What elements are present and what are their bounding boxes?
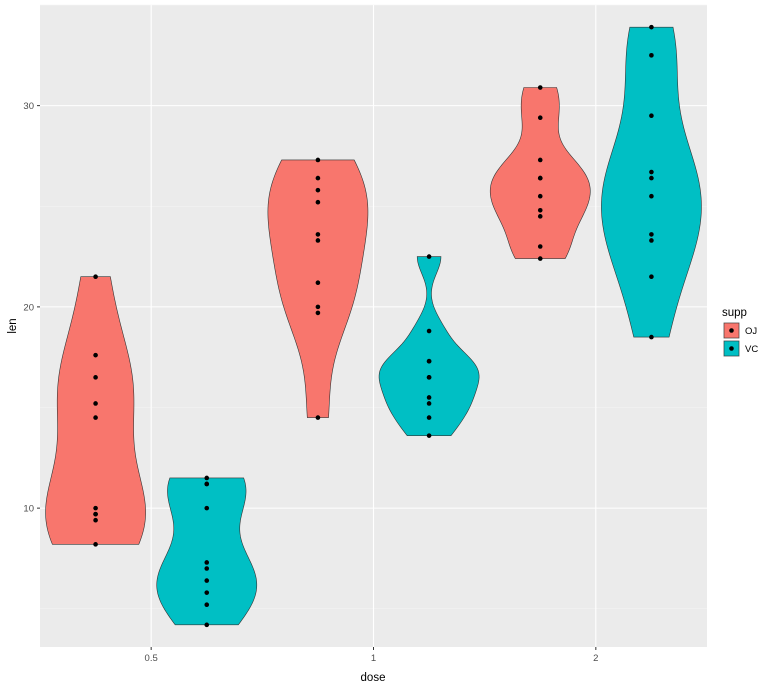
x-tick-label: 1 (371, 653, 376, 664)
violins (45, 26, 702, 626)
data-point (426, 358, 432, 364)
data-point (537, 207, 543, 213)
data-point (204, 481, 210, 487)
data-point (649, 334, 654, 340)
data-point (315, 175, 321, 181)
legend-label-vc: VC (745, 344, 758, 355)
data-point (426, 328, 432, 334)
data-point (204, 475, 210, 481)
data-point (537, 256, 543, 261)
x-axis: 0.5 1 2 (145, 647, 598, 664)
data-point (204, 578, 210, 583)
data-point (204, 566, 210, 571)
data-point (649, 169, 654, 175)
data-point (315, 187, 321, 193)
data-point (426, 415, 432, 420)
data-point (315, 304, 321, 310)
data-point (537, 115, 543, 121)
data-point (426, 401, 432, 406)
data-point (204, 560, 210, 565)
data-point (537, 214, 543, 219)
data-point (649, 238, 654, 243)
data-points (93, 24, 654, 628)
data-point (315, 280, 321, 286)
data-point (93, 511, 98, 517)
violin-oj-1 (267, 159, 369, 418)
data-point (537, 85, 543, 90)
data-point (204, 590, 210, 595)
data-point (93, 415, 98, 420)
data-point (537, 157, 543, 163)
data-point (537, 175, 543, 181)
violin-vc-2 (601, 26, 702, 338)
major-gridlines (40, 5, 707, 647)
data-point (649, 24, 654, 30)
data-point (537, 193, 543, 199)
data-point (204, 505, 210, 511)
data-point (426, 395, 432, 400)
data-point (93, 542, 98, 547)
data-point (204, 622, 210, 628)
data-point (315, 199, 321, 205)
data-point (426, 433, 432, 438)
data-point (93, 352, 98, 358)
data-point (537, 244, 543, 249)
y-axis: 10 20 30 (23, 101, 40, 515)
data-point (426, 375, 432, 380)
violin-vc-1 (378, 256, 480, 436)
x-tick-label: 2 (593, 653, 598, 664)
y-tick-label: 10 (23, 504, 34, 515)
data-point (93, 274, 98, 279)
violin-oj-2 (489, 87, 591, 259)
data-point (93, 375, 98, 380)
data-point (649, 274, 654, 279)
x-axis-title: dose (361, 672, 386, 684)
violin-vc-0.5 (156, 477, 258, 626)
y-axis-title: len (7, 318, 19, 333)
data-point (649, 113, 654, 118)
data-point (315, 238, 321, 243)
legend-key-point (729, 328, 734, 333)
legend: supp OJ VC (722, 307, 758, 357)
data-point (204, 602, 210, 608)
data-point (649, 193, 654, 199)
violin-oj-0.5 (45, 276, 146, 545)
data-point (315, 310, 321, 316)
legend-title: supp (722, 307, 747, 319)
y-tick-label: 20 (23, 302, 34, 313)
y-tick-label: 30 (23, 101, 34, 112)
data-point (649, 175, 654, 181)
data-point (93, 401, 98, 406)
x-tick-label: 0.5 (145, 653, 158, 664)
legend-key-point (729, 346, 734, 351)
data-point (649, 232, 654, 237)
data-point (315, 157, 321, 163)
data-point (426, 254, 432, 259)
data-point (93, 505, 98, 511)
data-point (649, 53, 654, 58)
data-point (315, 232, 321, 237)
data-point (93, 517, 98, 523)
legend-label-oj: OJ (745, 326, 757, 337)
data-point (315, 415, 321, 420)
